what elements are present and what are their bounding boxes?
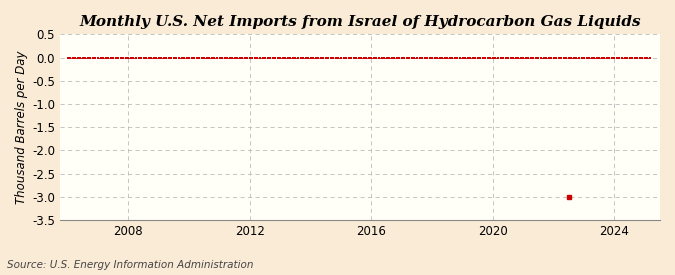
Title: Monthly U.S. Net Imports from Israel of Hydrocarbon Gas Liquids: Monthly U.S. Net Imports from Israel of … <box>79 15 641 29</box>
Text: Source: U.S. Energy Information Administration: Source: U.S. Energy Information Administ… <box>7 260 253 270</box>
Y-axis label: Thousand Barrels per Day: Thousand Barrels per Day <box>15 51 28 204</box>
